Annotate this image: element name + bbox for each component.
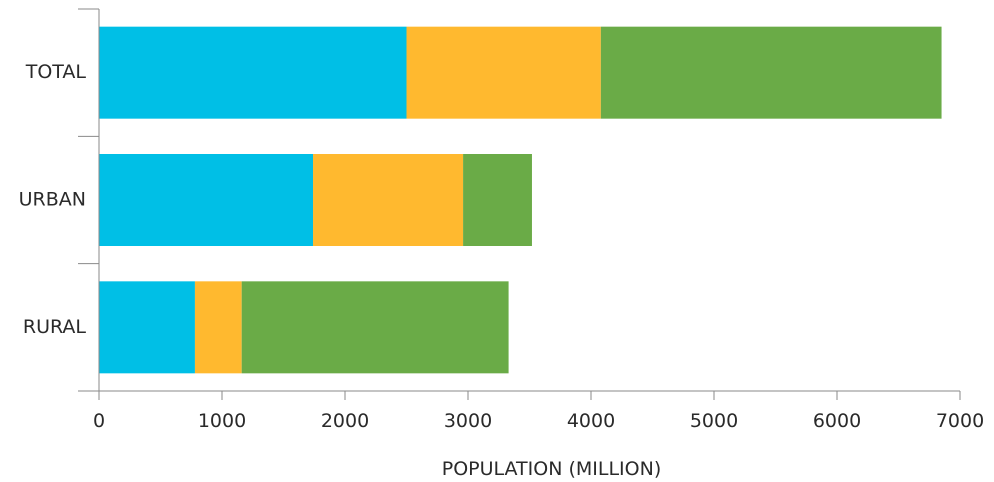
bar-segment-total-2 — [406, 26, 601, 119]
bar-segment-rural-1 — [99, 281, 195, 374]
bar-segment-urban-1 — [99, 154, 314, 246]
category-label-urban: URBAN — [19, 189, 86, 211]
x-tick-labels: 0 1000 2000 3000 4000 5000 6000 7000 — [93, 410, 984, 432]
bar-segment-total-1 — [99, 26, 407, 119]
axes-layer — [98, 9, 960, 392]
x-axis-title: POPULATION (MILLION) — [442, 458, 662, 480]
category-label-total: TOTAL — [25, 61, 87, 83]
bar-segment-rural-3 — [241, 281, 509, 374]
bars-layer — [99, 26, 942, 374]
x-axis-ticks — [98, 391, 961, 400]
bar-segment-urban-2 — [313, 154, 464, 246]
y-axis-ticks — [78, 8, 99, 392]
x-tick-label: 6000 — [813, 410, 861, 432]
x-tick-label: 1000 — [198, 410, 246, 432]
x-tick-label: 7000 — [936, 410, 984, 432]
category-label-rural: RURAL — [23, 316, 87, 338]
x-tick-label: 2000 — [321, 410, 369, 432]
x-tick-label: 4000 — [567, 410, 615, 432]
x-tick-label: 5000 — [690, 410, 738, 432]
bar-segment-rural-2 — [194, 281, 242, 374]
x-tick-label: 0 — [93, 410, 105, 432]
x-tick-label: 3000 — [444, 410, 492, 432]
bar-segment-total-3 — [600, 26, 942, 119]
bar-segment-urban-3 — [463, 154, 532, 246]
category-labels: TOTAL URBAN RURAL — [19, 61, 87, 338]
